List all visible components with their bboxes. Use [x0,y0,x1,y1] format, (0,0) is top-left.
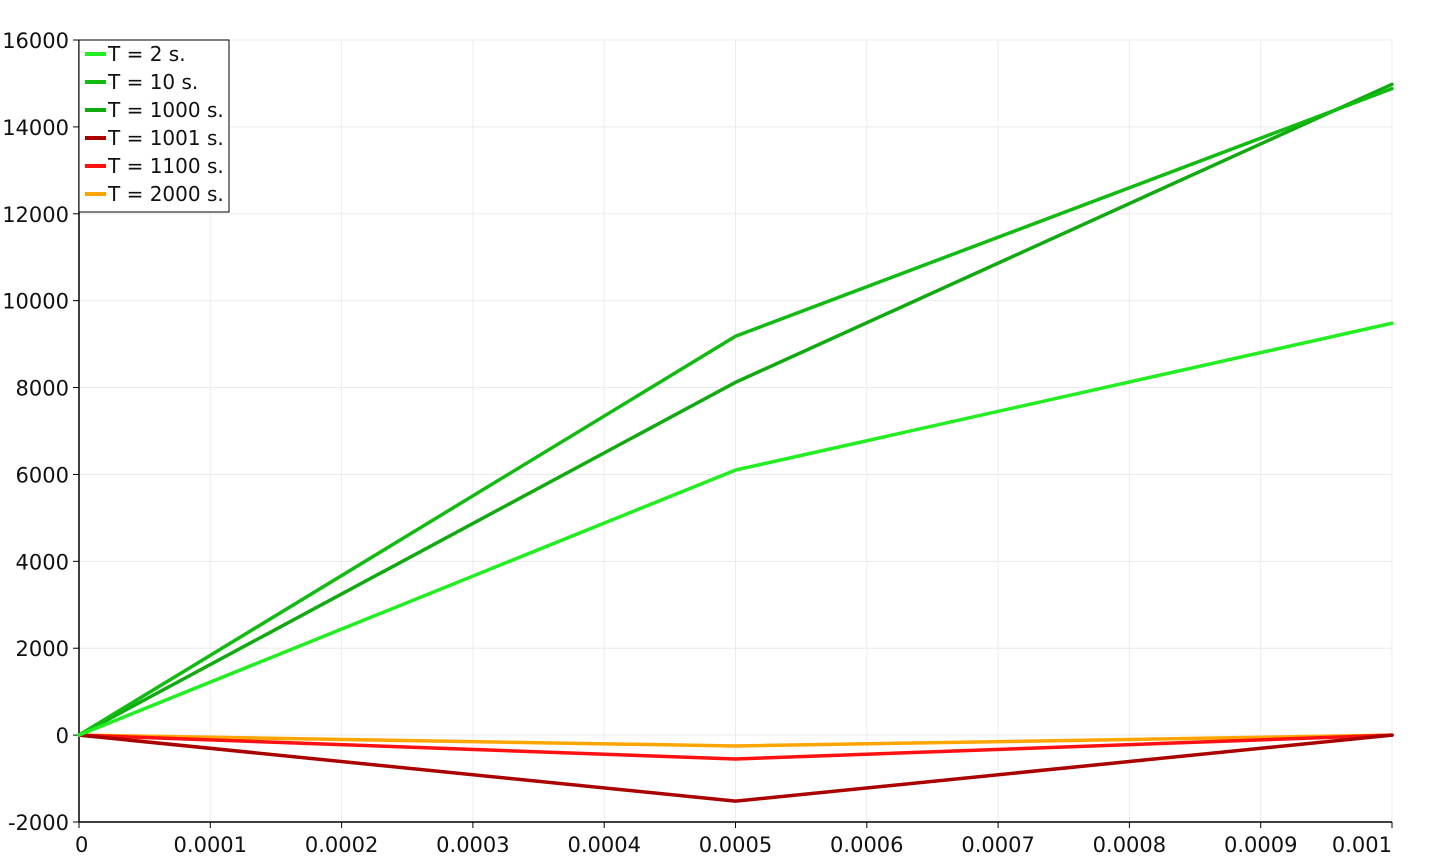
series-line [77,321,1394,737]
legend: T = 2 s. T = 10 s. T = 1000 s. T = 1001 s. T… [78,39,230,213]
legend-label: T = 1100 s. [107,154,224,178]
y-tick-label: 14000 [2,116,69,140]
y-tick-label: 8000 [16,377,69,401]
y-tick-label: -2000 [8,811,69,835]
x-tick-label: 0.0008 [1093,833,1166,857]
grid-lines [79,39,1393,823]
series-line [77,86,1394,737]
x-axis-ticks: 0 0.0001 0.0002 0.0003 0.0004 0.0005 0.0006 0.0… [75,822,1393,857]
x-tick-label: 0.0009 [1224,833,1297,857]
legend-label: T = 10 s. [107,70,198,94]
y-axis-ticks: -2000 0 2000 4000 6000 8000 10000 12000 14000 160… [2,29,79,835]
x-tick-label: 0.0001 [174,833,247,857]
y-tick-label: 16000 [2,29,69,53]
legend-label: T = 2 s. [107,42,186,66]
legend-label: T = 1000 s. [107,98,224,122]
x-tick-label: 0.0007 [961,833,1034,857]
legend-label: T = 2000 s. [107,182,224,206]
x-tick-label: 0.0003 [436,833,509,857]
legend-label: T = 1001 s. [107,126,224,150]
legend-box [78,39,230,213]
series-line [77,82,1394,737]
y-tick-label: 6000 [16,463,69,487]
y-tick-label: 4000 [16,550,69,574]
y-tick-label: 2000 [16,637,69,661]
series-line [77,733,1394,803]
x-tick-label: 0.001 [1332,833,1392,857]
x-tick-label: 0.0005 [699,833,772,857]
series-line [77,733,1394,748]
x-tick-label: 0.0004 [567,833,640,857]
x-tick-label: 0.0002 [305,833,378,857]
y-tick-label: 10000 [2,290,69,314]
series-line [77,733,1394,761]
y-tick-label: 0 [56,724,69,748]
series-lines [77,82,1394,803]
x-tick-label: 0 [75,833,88,857]
x-tick-label: 0.0006 [830,833,903,857]
y-tick-label: 12000 [2,203,69,227]
